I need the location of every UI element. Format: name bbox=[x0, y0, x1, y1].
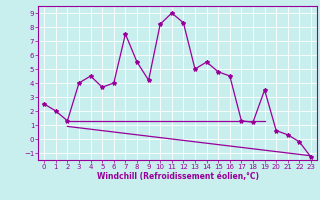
X-axis label: Windchill (Refroidissement éolien,°C): Windchill (Refroidissement éolien,°C) bbox=[97, 172, 259, 181]
